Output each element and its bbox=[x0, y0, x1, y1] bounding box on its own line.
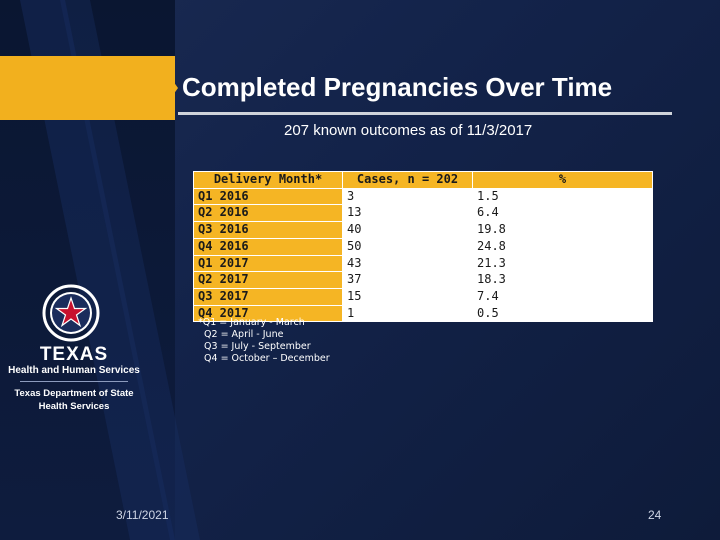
slide-page-number: 24 bbox=[648, 508, 662, 522]
cases-cell: 1 bbox=[342, 304, 473, 323]
quarter-cell: Q4 2017 bbox=[193, 304, 343, 323]
table-row: Q2 2016 13 6.4 bbox=[193, 204, 653, 223]
table-row: Q1 2017 43 21.3 bbox=[193, 254, 653, 273]
header-delivery-month: Delivery Month* bbox=[193, 171, 343, 189]
header-cases: Cases, n = 202 bbox=[342, 171, 473, 189]
gold-arrow-tip bbox=[150, 56, 178, 120]
cases-cell: 15 bbox=[342, 287, 473, 306]
percent-cell: 7.4 bbox=[472, 287, 653, 306]
slide-subtitle: 207 known outcomes as of 11/3/2017 bbox=[284, 122, 533, 139]
percent-cell: 18.3 bbox=[472, 271, 653, 289]
pregnancies-table: Delivery Month* Cases, n = 202 % Q1 2016… bbox=[193, 171, 653, 323]
percent-cell: 24.8 bbox=[472, 237, 653, 256]
cases-cell: 40 bbox=[342, 221, 473, 239]
cases-cell: 50 bbox=[342, 237, 473, 256]
slide-title: Completed Pregnancies Over Time bbox=[182, 72, 613, 102]
logo-dshs-line1: Texas Department of State bbox=[14, 388, 134, 399]
table-header-row: Delivery Month* Cases, n = 202 % bbox=[193, 171, 653, 189]
percent-cell: 0.5 bbox=[472, 304, 653, 323]
table-row: Q2 2017 37 18.3 bbox=[193, 271, 653, 289]
footnote-line: Q3 = July - September bbox=[198, 341, 311, 352]
table-row: Q3 2016 40 19.8 bbox=[193, 221, 653, 239]
quarter-cell: Q2 2016 bbox=[193, 204, 343, 223]
table-row: Q4 2017 1 0.5 bbox=[193, 304, 653, 323]
title-row: Completed Pregnancies Over Time bbox=[178, 68, 672, 115]
percent-cell: 1.5 bbox=[472, 187, 653, 206]
logo-hhs: Health and Human Services bbox=[8, 365, 140, 376]
quarter-cell: Q1 2017 bbox=[193, 254, 343, 273]
footnote-line: Q2 = April - June bbox=[198, 329, 284, 340]
percent-cell: 6.4 bbox=[472, 204, 653, 223]
table-row: Q4 2016 50 24.8 bbox=[193, 237, 653, 256]
gold-accent-bar bbox=[0, 56, 175, 120]
quarter-cell: Q1 2016 bbox=[193, 187, 343, 206]
cases-cell: 13 bbox=[342, 204, 473, 223]
quarter-cell: Q3 2017 bbox=[193, 287, 343, 306]
logo-dshs-line2: Health Services bbox=[38, 401, 110, 412]
slide-date: 3/11/2021 bbox=[116, 508, 169, 522]
table-row: Q1 2016 3 1.5 bbox=[193, 187, 653, 206]
logo-divider bbox=[20, 381, 128, 382]
footnote-line: Q4 = October – December bbox=[198, 353, 330, 364]
cases-cell: 37 bbox=[342, 271, 473, 289]
percent-cell: 19.8 bbox=[472, 221, 653, 239]
cases-cell: 43 bbox=[342, 254, 473, 273]
cases-cell: 3 bbox=[342, 187, 473, 206]
footnote-line: *Q1 = January - March bbox=[198, 317, 305, 328]
logo-texas: TEXAS bbox=[39, 344, 109, 365]
header-percent: % bbox=[472, 171, 653, 189]
quarter-cell: Q4 2016 bbox=[193, 237, 343, 256]
percent-cell: 21.3 bbox=[472, 254, 653, 273]
texas-star-seal-icon bbox=[42, 284, 100, 342]
quarter-footnote: *Q1 = January - March Q2 = April - June … bbox=[198, 317, 330, 365]
table-row: Q3 2017 15 7.4 bbox=[193, 287, 653, 306]
quarter-cell: Q3 2016 bbox=[193, 221, 343, 239]
quarter-cell: Q2 2017 bbox=[193, 271, 343, 289]
